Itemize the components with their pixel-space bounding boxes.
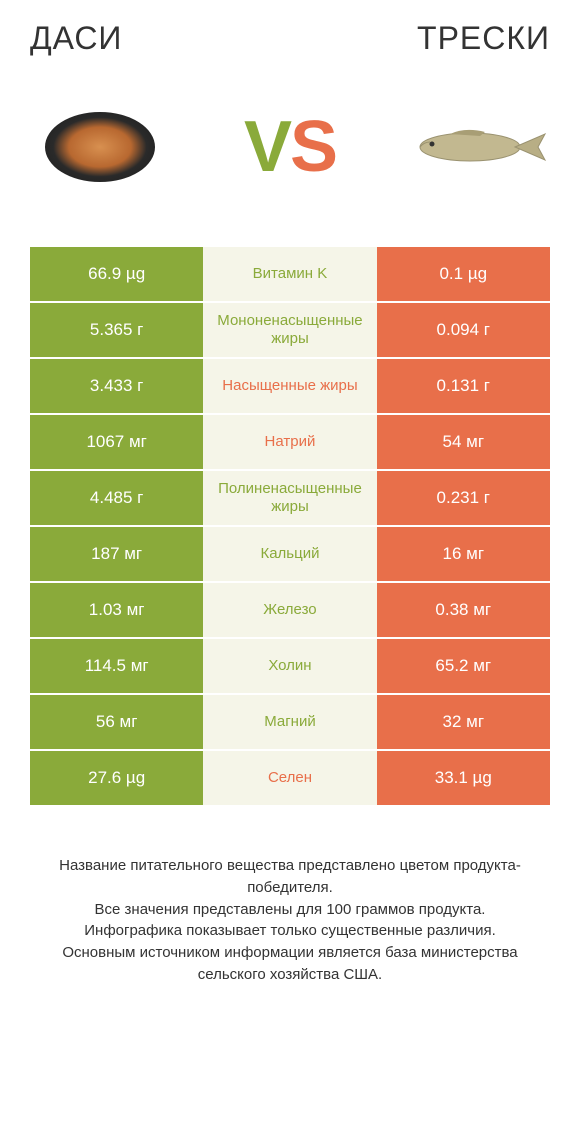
value-left: 187 мг (30, 527, 203, 581)
value-right: 33.1 µg (377, 751, 550, 805)
nutrient-label: Витамин K (203, 247, 376, 301)
table-row: 114.5 мгХолин65.2 мг (30, 639, 550, 693)
footer-line-3: Инфографика показывает только существенн… (40, 920, 540, 942)
table-row: 1067 мгНатрий54 мг (30, 415, 550, 469)
table-row: 5.365 гМононенасыщенные жиры0.094 г (30, 303, 550, 357)
nutrient-label: Железо (203, 583, 376, 637)
title-left: ДАСИ (30, 20, 122, 57)
nutrient-label: Натрий (203, 415, 376, 469)
infographic-container: ДАСИ ТРЕСКИ VS 66.9 µgВитамин K0.1 µg5.3… (0, 0, 580, 1006)
nutrient-label: Магний (203, 695, 376, 749)
value-right: 0.1 µg (377, 247, 550, 301)
value-left: 1.03 мг (30, 583, 203, 637)
value-left: 5.365 г (30, 303, 203, 357)
table-row: 56 мгМагний32 мг (30, 695, 550, 749)
value-right: 32 мг (377, 695, 550, 749)
fish-icon (410, 122, 550, 172)
value-right: 54 мг (377, 415, 550, 469)
vs-v-letter: V (244, 107, 290, 187)
value-left: 27.6 µg (30, 751, 203, 805)
vs-row: VS (30, 87, 550, 207)
vs-s-letter: S (290, 107, 336, 187)
footer-notes: Название питательного вещества представл… (30, 855, 550, 986)
value-left: 4.485 г (30, 471, 203, 525)
table-row: 3.433 гНасыщенные жиры0.131 г (30, 359, 550, 413)
nutrient-label: Селен (203, 751, 376, 805)
value-right: 0.131 г (377, 359, 550, 413)
footer-line-1: Название питательного вещества представл… (40, 855, 540, 899)
value-left: 3.433 г (30, 359, 203, 413)
nutrient-label: Кальций (203, 527, 376, 581)
value-right: 0.094 г (377, 303, 550, 357)
nutrient-label: Полиненасыщенные жиры (203, 471, 376, 525)
footer-line-2: Все значения представлены для 100 граммо… (40, 899, 540, 921)
nutrient-label: Холин (203, 639, 376, 693)
value-left: 114.5 мг (30, 639, 203, 693)
nutrient-label: Насыщенные жиры (203, 359, 376, 413)
comparison-table: 66.9 µgВитамин K0.1 µg5.365 гМононенасыщ… (30, 247, 550, 805)
value-left: 66.9 µg (30, 247, 203, 301)
table-row: 66.9 µgВитамин K0.1 µg (30, 247, 550, 301)
food-image-right (410, 97, 550, 197)
table-row: 4.485 гПолиненасыщенные жиры0.231 г (30, 471, 550, 525)
value-left: 56 мг (30, 695, 203, 749)
table-row: 27.6 µgСелен33.1 µg (30, 751, 550, 805)
value-right: 16 мг (377, 527, 550, 581)
value-right: 0.231 г (377, 471, 550, 525)
value-left: 1067 мг (30, 415, 203, 469)
title-right: ТРЕСКИ (417, 20, 550, 57)
table-row: 187 мгКальций16 мг (30, 527, 550, 581)
vs-label: VS (244, 106, 336, 188)
nutrient-label: Мононенасыщенные жиры (203, 303, 376, 357)
table-row: 1.03 мгЖелезо0.38 мг (30, 583, 550, 637)
food-image-left (30, 97, 170, 197)
value-right: 0.38 мг (377, 583, 550, 637)
footer-line-4: Основным источником информации является … (40, 942, 540, 986)
bowl-icon (45, 112, 155, 182)
header: ДАСИ ТРЕСКИ (30, 20, 550, 57)
value-right: 65.2 мг (377, 639, 550, 693)
